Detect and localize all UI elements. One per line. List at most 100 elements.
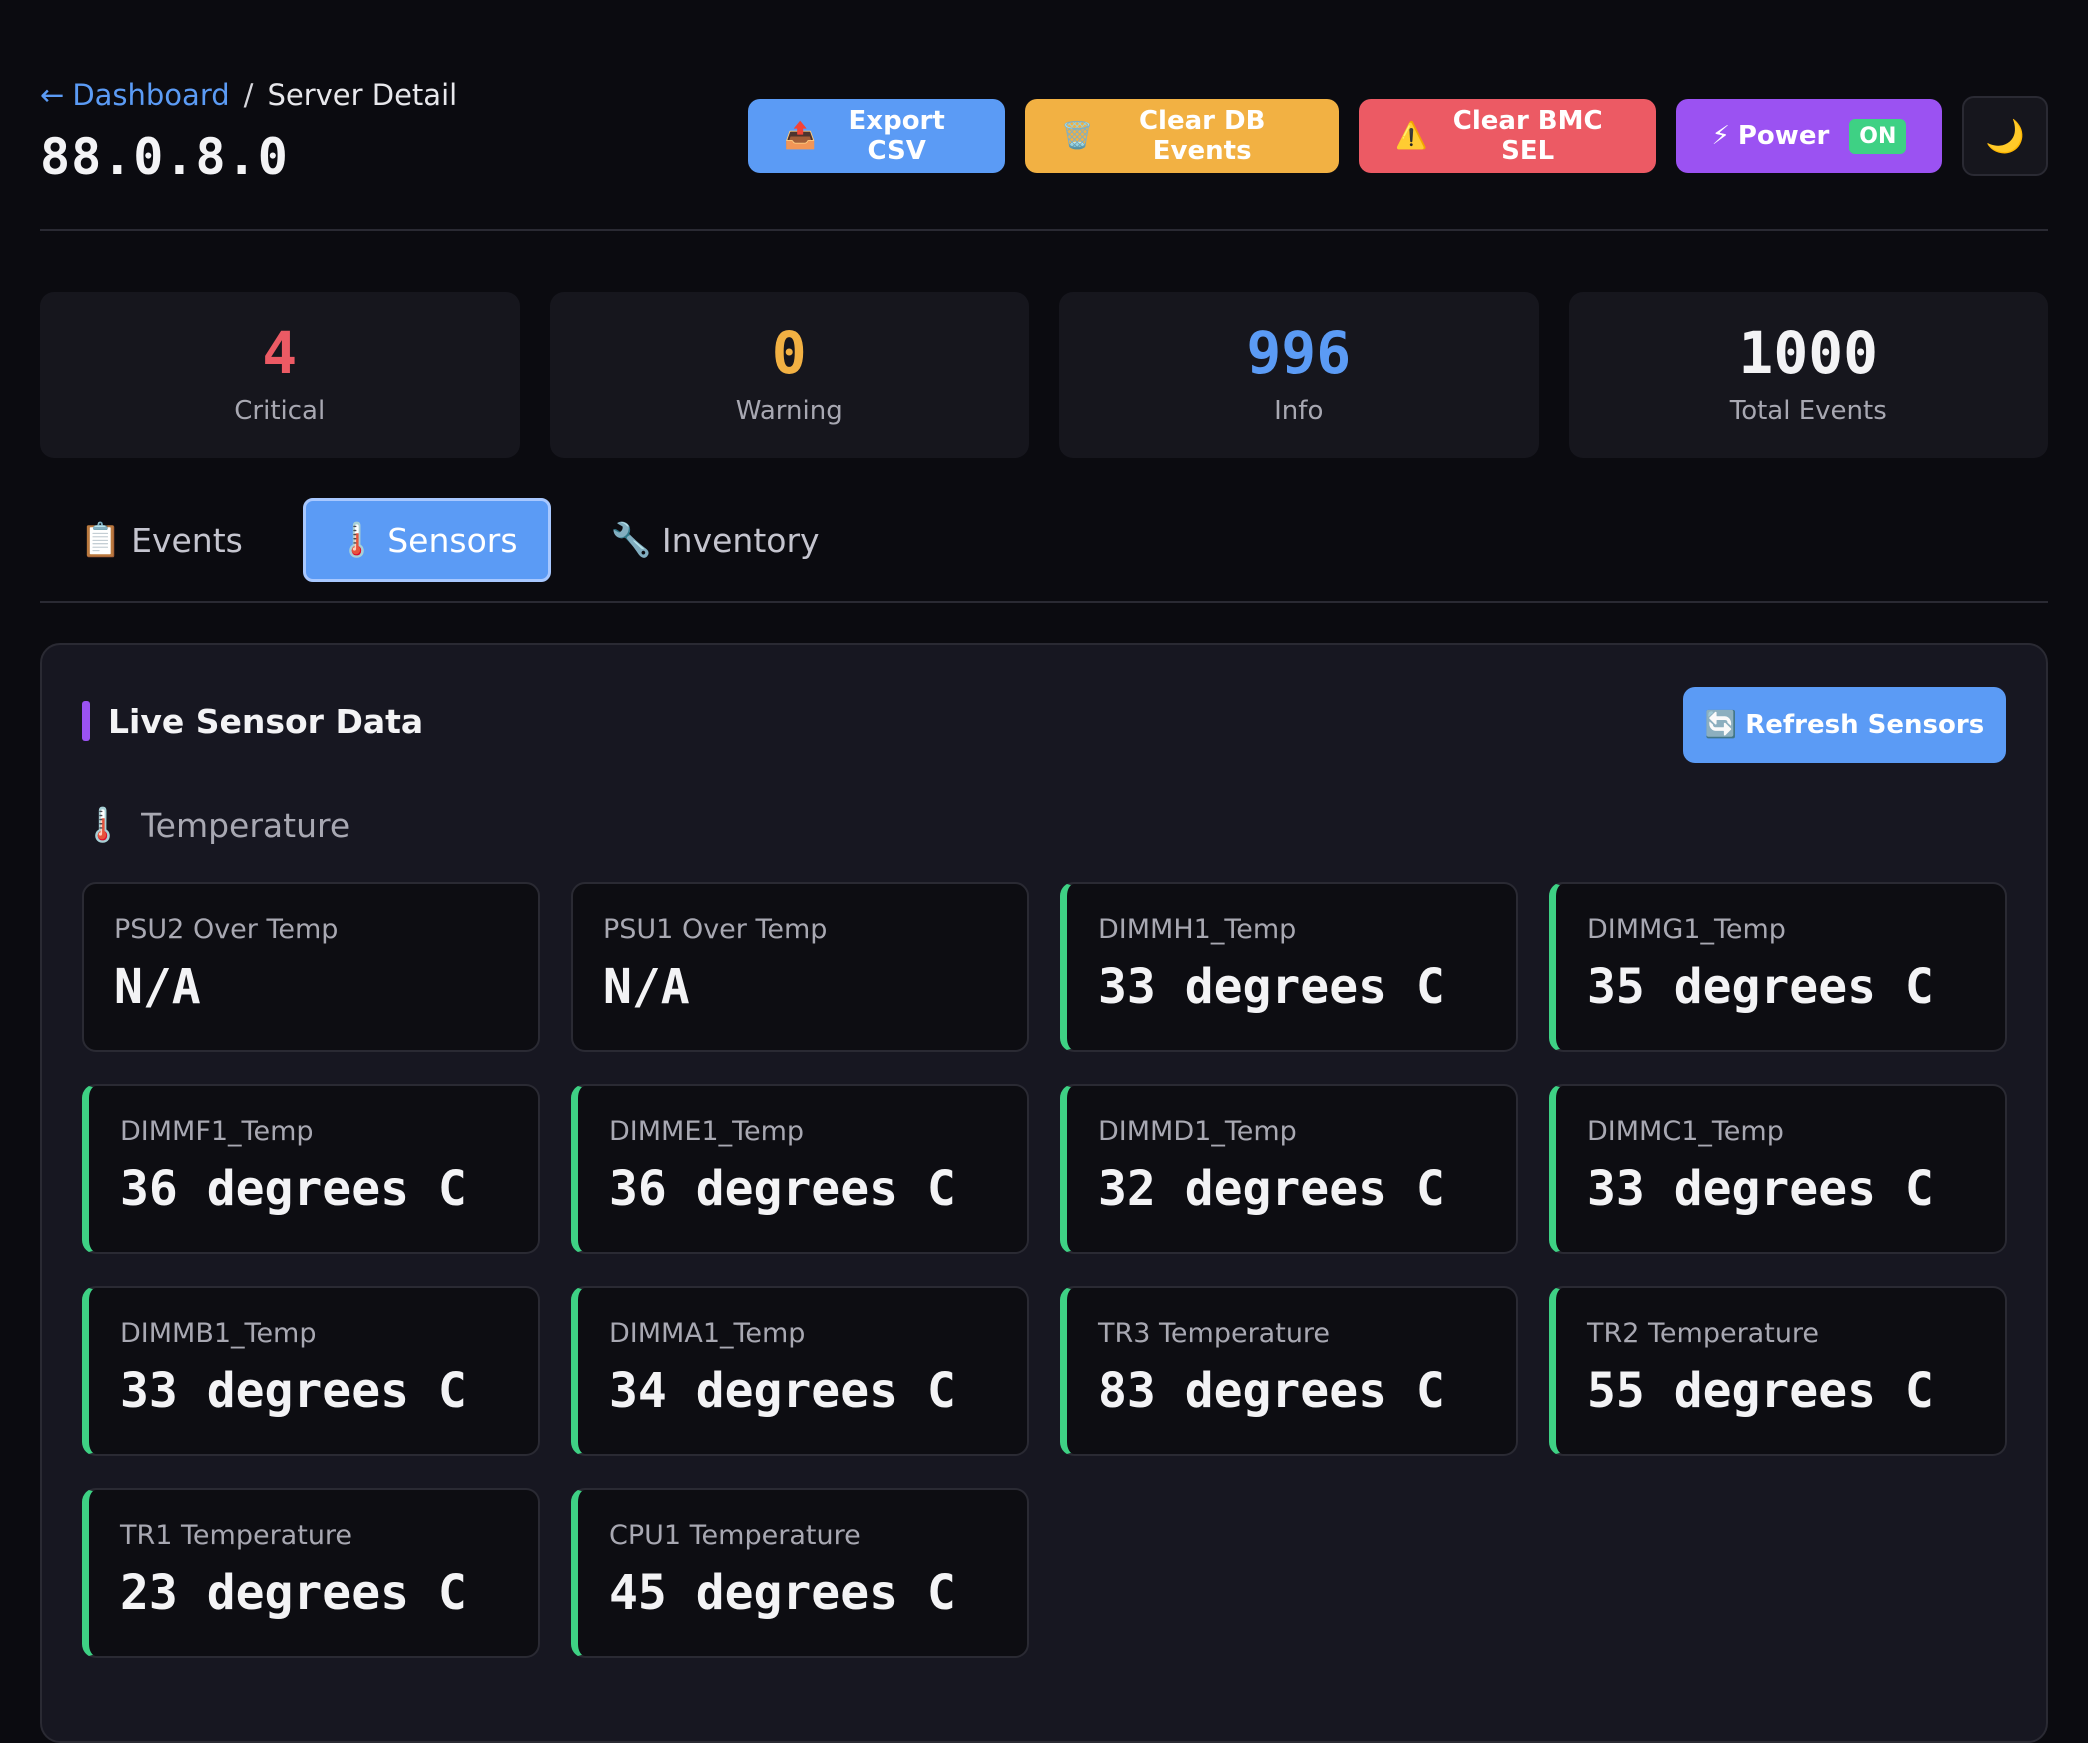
sensor-card: DIMMH1_Temp 33 degrees C bbox=[1060, 882, 1518, 1052]
sensor-card: TR1 Temperature 23 degrees C bbox=[82, 1488, 540, 1658]
refresh-icon: 🔄 bbox=[1704, 710, 1738, 740]
power-label: Power bbox=[1737, 121, 1830, 151]
sensor-card: DIMMD1_Temp 32 degrees C bbox=[1060, 1084, 1518, 1254]
section-temperature-label: Temperature bbox=[141, 805, 351, 845]
clipboard-icon: 📋 bbox=[80, 520, 122, 559]
sensor-value: 33 degrees C bbox=[1587, 1161, 1934, 1217]
sensor-name: CPU1 Temperature bbox=[609, 1520, 861, 1551]
stat-critical-value: 4 bbox=[262, 319, 298, 387]
event-stats: 4 Critical 0 Warning 996 Info 1000 Total… bbox=[40, 292, 2048, 458]
sensor-name: TR3 Temperature bbox=[1098, 1318, 1331, 1349]
sensor-name: PSU2 Over Temp bbox=[114, 914, 339, 945]
breadcrumb-current: Server Detail bbox=[267, 78, 458, 112]
export-csv-button[interactable]: 📤 Export CSV bbox=[748, 99, 1005, 173]
stat-warning-value: 0 bbox=[771, 319, 807, 387]
outbox-icon: 📤 bbox=[784, 121, 817, 151]
sensor-value: 45 degrees C bbox=[609, 1565, 956, 1621]
breadcrumb-separator: / bbox=[243, 78, 254, 112]
panel-title: Live Sensor Data bbox=[82, 701, 423, 741]
section-temperature: 🌡️ Temperature bbox=[82, 805, 350, 845]
sensor-value: 36 degrees C bbox=[609, 1161, 956, 1217]
stat-info: 996 Info bbox=[1059, 292, 1539, 458]
sensor-card: PSU1 Over Temp N/A bbox=[571, 882, 1029, 1052]
sensor-card: DIMMG1_Temp 35 degrees C bbox=[1549, 882, 2007, 1052]
tab-inventory[interactable]: 🔧 Inventory bbox=[571, 498, 860, 582]
stat-critical-label: Critical bbox=[234, 396, 326, 426]
clear-bmc-sel-button[interactable]: ⚠️ Clear BMC SEL bbox=[1359, 99, 1656, 173]
stat-warning: 0 Warning bbox=[549, 292, 1029, 458]
power-button[interactable]: ⚡ Power ON bbox=[1676, 99, 1942, 173]
sensor-card: DIMMC1_Temp 33 degrees C bbox=[1549, 1084, 2007, 1254]
tab-sensors-label: Sensors bbox=[387, 520, 518, 560]
refresh-sensors-label: Refresh Sensors bbox=[1745, 710, 1985, 740]
tab-inventory-label: Inventory bbox=[661, 520, 820, 560]
stat-total-value: 1000 bbox=[1738, 319, 1879, 387]
stat-critical: 4 Critical bbox=[40, 292, 520, 458]
sensor-name: DIMMD1_Temp bbox=[1098, 1116, 1297, 1147]
arrow-left-icon: ← bbox=[40, 78, 65, 112]
page-title: 88.0.8.0 bbox=[40, 128, 289, 186]
clear-db-events-label: Clear DB Events bbox=[1138, 106, 1266, 166]
power-state-badge: ON bbox=[1849, 118, 1907, 154]
sensor-name: TR2 Temperature bbox=[1587, 1318, 1820, 1349]
sensor-value: N/A bbox=[603, 959, 690, 1015]
sensor-value: 34 degrees C bbox=[609, 1363, 956, 1419]
sensor-value: 83 degrees C bbox=[1098, 1363, 1445, 1419]
stat-warning-label: Warning bbox=[735, 396, 843, 426]
sensor-card: DIMMA1_Temp 34 degrees C bbox=[571, 1286, 1029, 1456]
clear-db-events-button[interactable]: 🗑️ Clear DB Events bbox=[1025, 99, 1339, 173]
sensor-value: 33 degrees C bbox=[120, 1363, 467, 1419]
sensor-name: PSU1 Over Temp bbox=[603, 914, 828, 945]
sensor-value: N/A bbox=[114, 959, 201, 1015]
sensor-value: 35 degrees C bbox=[1587, 959, 1934, 1015]
sensor-value: 55 degrees C bbox=[1587, 1363, 1934, 1419]
sensor-name: DIMMC1_Temp bbox=[1587, 1116, 1784, 1147]
sensor-value: 32 degrees C bbox=[1098, 1161, 1445, 1217]
tabs-divider bbox=[40, 601, 2048, 603]
sensor-card: PSU2 Over Temp N/A bbox=[82, 882, 540, 1052]
panel-title-text: Live Sensor Data bbox=[108, 701, 424, 741]
sensor-name: DIMMF1_Temp bbox=[120, 1116, 314, 1147]
sensor-name: TR1 Temperature bbox=[120, 1520, 353, 1551]
title-accent-bar bbox=[82, 701, 90, 741]
sensor-name: DIMMA1_Temp bbox=[609, 1318, 806, 1349]
refresh-sensors-button[interactable]: 🔄 Refresh Sensors bbox=[1683, 687, 2006, 763]
tab-events[interactable]: 📋 Events bbox=[40, 498, 283, 582]
sensor-panel: Live Sensor Data 🔄 Refresh Sensors 🌡️ Te… bbox=[40, 643, 2048, 1743]
lightning-icon: ⚡ bbox=[1711, 121, 1730, 151]
sensor-card: DIMME1_Temp 36 degrees C bbox=[571, 1084, 1029, 1254]
detail-tabs: 📋 Events 🌡️ Sensors 🔧 Inventory bbox=[40, 496, 860, 584]
sensor-card: DIMMB1_Temp 33 degrees C bbox=[82, 1286, 540, 1456]
sensor-card: CPU1 Temperature 45 degrees C bbox=[571, 1488, 1029, 1658]
theme-toggle-button[interactable]: 🌙 bbox=[1962, 96, 2048, 176]
stat-info-label: Info bbox=[1274, 396, 1324, 426]
header-actions: 📤 Export CSV 🗑️ Clear DB Events ⚠️ Clear… bbox=[748, 96, 2048, 176]
warning-icon: ⚠️ bbox=[1395, 121, 1428, 151]
breadcrumb-dashboard-label: Dashboard bbox=[72, 78, 230, 112]
sensor-name: DIMMB1_Temp bbox=[120, 1318, 317, 1349]
moon-icon: 🌙 bbox=[1985, 117, 2025, 155]
stat-total: 1000 Total Events bbox=[1568, 292, 2048, 458]
breadcrumb-dashboard-link[interactable]: ← Dashboard bbox=[40, 78, 230, 112]
sensor-value: 36 degrees C bbox=[120, 1161, 467, 1217]
tab-sensors[interactable]: 🌡️ Sensors bbox=[302, 498, 551, 582]
sensor-name: DIMMH1_Temp bbox=[1098, 914, 1297, 945]
sensor-card: TR2 Temperature 55 degrees C bbox=[1549, 1286, 2007, 1456]
stat-info-value: 996 bbox=[1246, 319, 1352, 387]
trash-icon: 🗑️ bbox=[1061, 121, 1094, 151]
sensor-value: 33 degrees C bbox=[1098, 959, 1445, 1015]
sensor-name: DIMME1_Temp bbox=[609, 1116, 805, 1147]
thermometer-icon: 🌡️ bbox=[82, 805, 124, 844]
breadcrumb: ← Dashboard / Server Detail bbox=[40, 78, 457, 112]
page-header: ← Dashboard / Server Detail 88.0.8.0 📤 E… bbox=[40, 78, 2048, 188]
sensor-value: 23 degrees C bbox=[120, 1565, 467, 1621]
sensor-name: DIMMG1_Temp bbox=[1587, 914, 1786, 945]
sensor-grid: PSU2 Over Temp N/A PSU1 Over Temp N/A DI… bbox=[82, 882, 2007, 1658]
export-csv-label: Export CSV bbox=[848, 106, 945, 166]
header-divider bbox=[40, 229, 2048, 231]
tab-events-label: Events bbox=[131, 520, 243, 560]
clear-bmc-sel-label: Clear BMC SEL bbox=[1452, 106, 1603, 166]
sensor-card: DIMMF1_Temp 36 degrees C bbox=[82, 1084, 540, 1254]
wrench-icon: 🔧 bbox=[610, 520, 652, 559]
sensor-card: TR3 Temperature 83 degrees C bbox=[1060, 1286, 1518, 1456]
